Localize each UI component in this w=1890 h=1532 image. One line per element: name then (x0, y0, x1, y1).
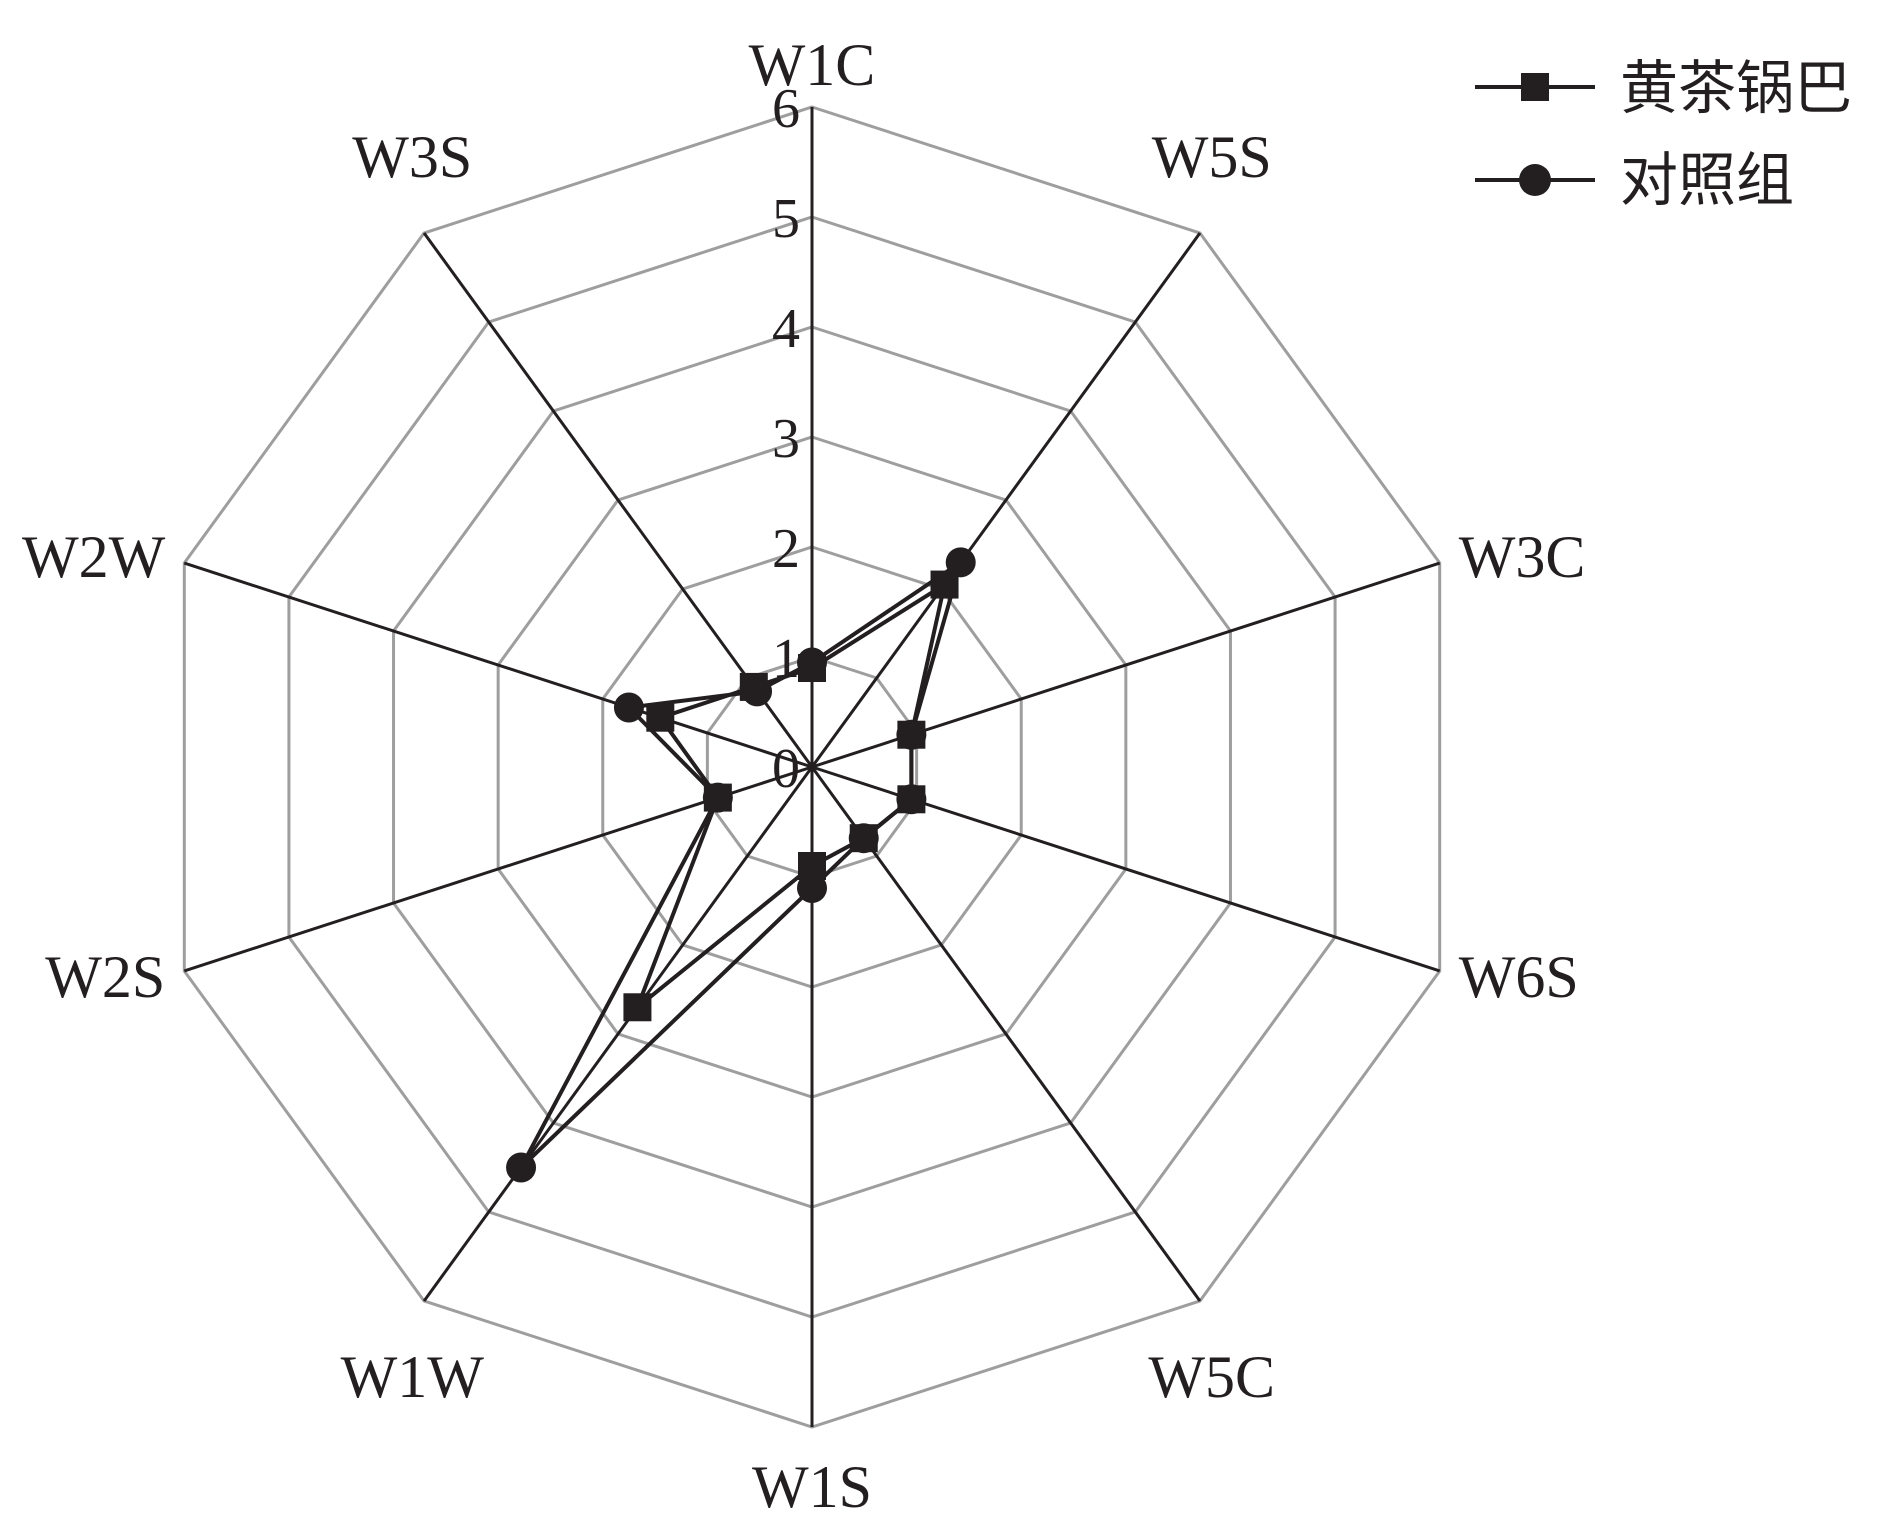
tick-label-0: 0 (772, 738, 800, 800)
legend-item-1: 对照组 (1475, 146, 1794, 214)
legend-item-0: 黄茶锅巴 (1475, 54, 1852, 122)
legend-square-marker (1521, 73, 1549, 101)
spoke-w5s (810, 232, 1202, 768)
axis-label-w2s: W2S (45, 944, 165, 1010)
data-point-1-w2w (613, 692, 644, 723)
series-plot (506, 547, 976, 1183)
spoke-w5c (810, 766, 1202, 1302)
data-point-1-w6s (896, 784, 927, 815)
tick-label-4: 4 (772, 298, 800, 360)
tick-label-6: 6 (772, 78, 800, 140)
legend-circle-marker (1519, 164, 1551, 196)
data-point-1-w1s (797, 873, 827, 903)
data-point-1-w5s (945, 547, 976, 578)
legend-label-1: 对照组 (1620, 146, 1794, 214)
axis-label-w5s: W5S (1152, 124, 1272, 190)
tick-label-2: 2 (772, 518, 800, 580)
axis-label-w1c: W1C (749, 32, 876, 98)
axis-label-w6s: W6S (1459, 944, 1579, 1010)
axis-labels: W1C W5S W3C W6S W5C W1S W1W W2S W2W W3S (22, 32, 1585, 1520)
axis-label-w5c: W5C (1148, 1344, 1275, 1410)
axis-label-w2w: W2W (22, 524, 166, 590)
spoke-w1w (422, 766, 814, 1302)
axis-label-w3c: W3C (1459, 524, 1586, 590)
tick-label-3: 3 (772, 408, 800, 470)
axis-label-w1w: W1W (341, 1344, 485, 1410)
data-point-1-w1c (797, 647, 827, 678)
axis-label-w3s: W3S (352, 124, 472, 190)
legend: 黄茶锅巴 对照组 (1475, 54, 1852, 214)
axis-label-w1s: W1S (752, 1454, 872, 1520)
data-point-1-w3c (896, 719, 927, 750)
data-point-1-w2s (702, 782, 733, 813)
data-point-1-w3s (742, 676, 773, 707)
series-1 (506, 547, 976, 1183)
data-point-1-w5c (848, 823, 879, 854)
tick-label-5: 5 (772, 188, 800, 250)
spoke-w2w (183, 561, 813, 769)
data-point-1-w1w (506, 1152, 537, 1183)
data-point-0-w1w (623, 993, 652, 1022)
legend-label-0: 黄茶锅巴 (1620, 54, 1852, 122)
